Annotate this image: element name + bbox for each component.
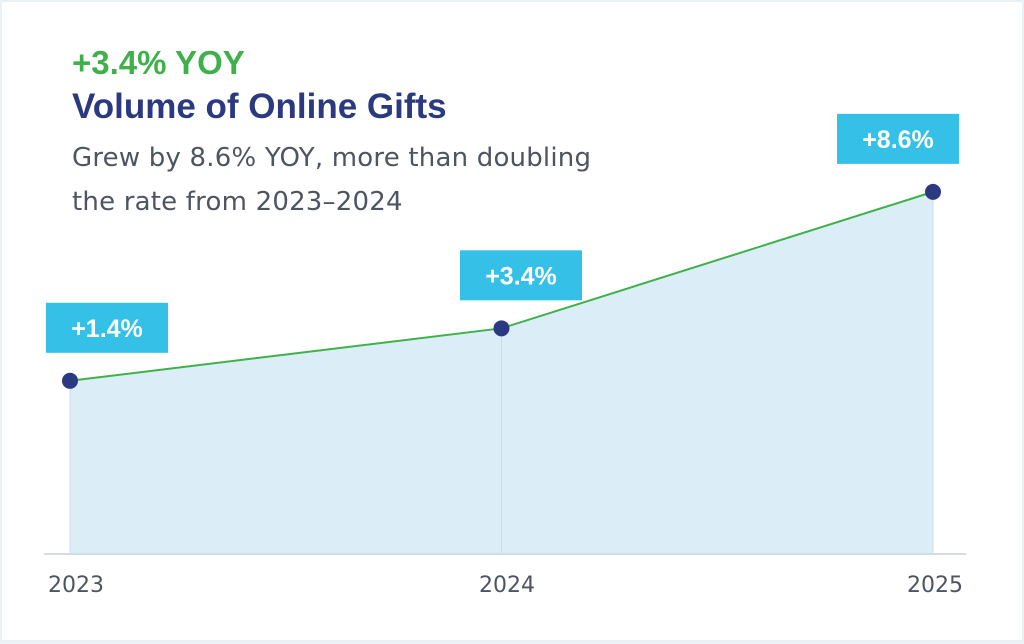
x-tick-label-2024: 2024 (479, 573, 535, 598)
data-point-2025 (925, 183, 941, 200)
data-label-box (837, 113, 959, 164)
data-point-2023 (62, 372, 78, 389)
x-tick-label-2023: 2023 (48, 573, 104, 598)
data-label-box (46, 302, 168, 353)
chart-title: Volume of Online Gifts (72, 87, 447, 126)
data-label-text: +1.4% (71, 315, 143, 343)
data-label-2025: +8.6% (837, 113, 959, 164)
data-label-text: +8.6% (862, 126, 934, 154)
chart-subtitle: Grew by 8.6% YOY, more than doubling the… (72, 143, 592, 217)
data-point-2024 (493, 320, 510, 337)
data-label-2024: +3.4% (460, 250, 582, 301)
headline-stat: +3.4% YOY (72, 44, 245, 81)
data-label-box (460, 250, 582, 301)
data-label-2023: +1.4% (46, 302, 168, 353)
x-tick-label-2025: 2025 (907, 573, 963, 598)
chart-header: +3.4% YOY Volume of Online Gifts Grew by… (72, 42, 672, 224)
data-label-text: +3.4% (485, 262, 557, 290)
